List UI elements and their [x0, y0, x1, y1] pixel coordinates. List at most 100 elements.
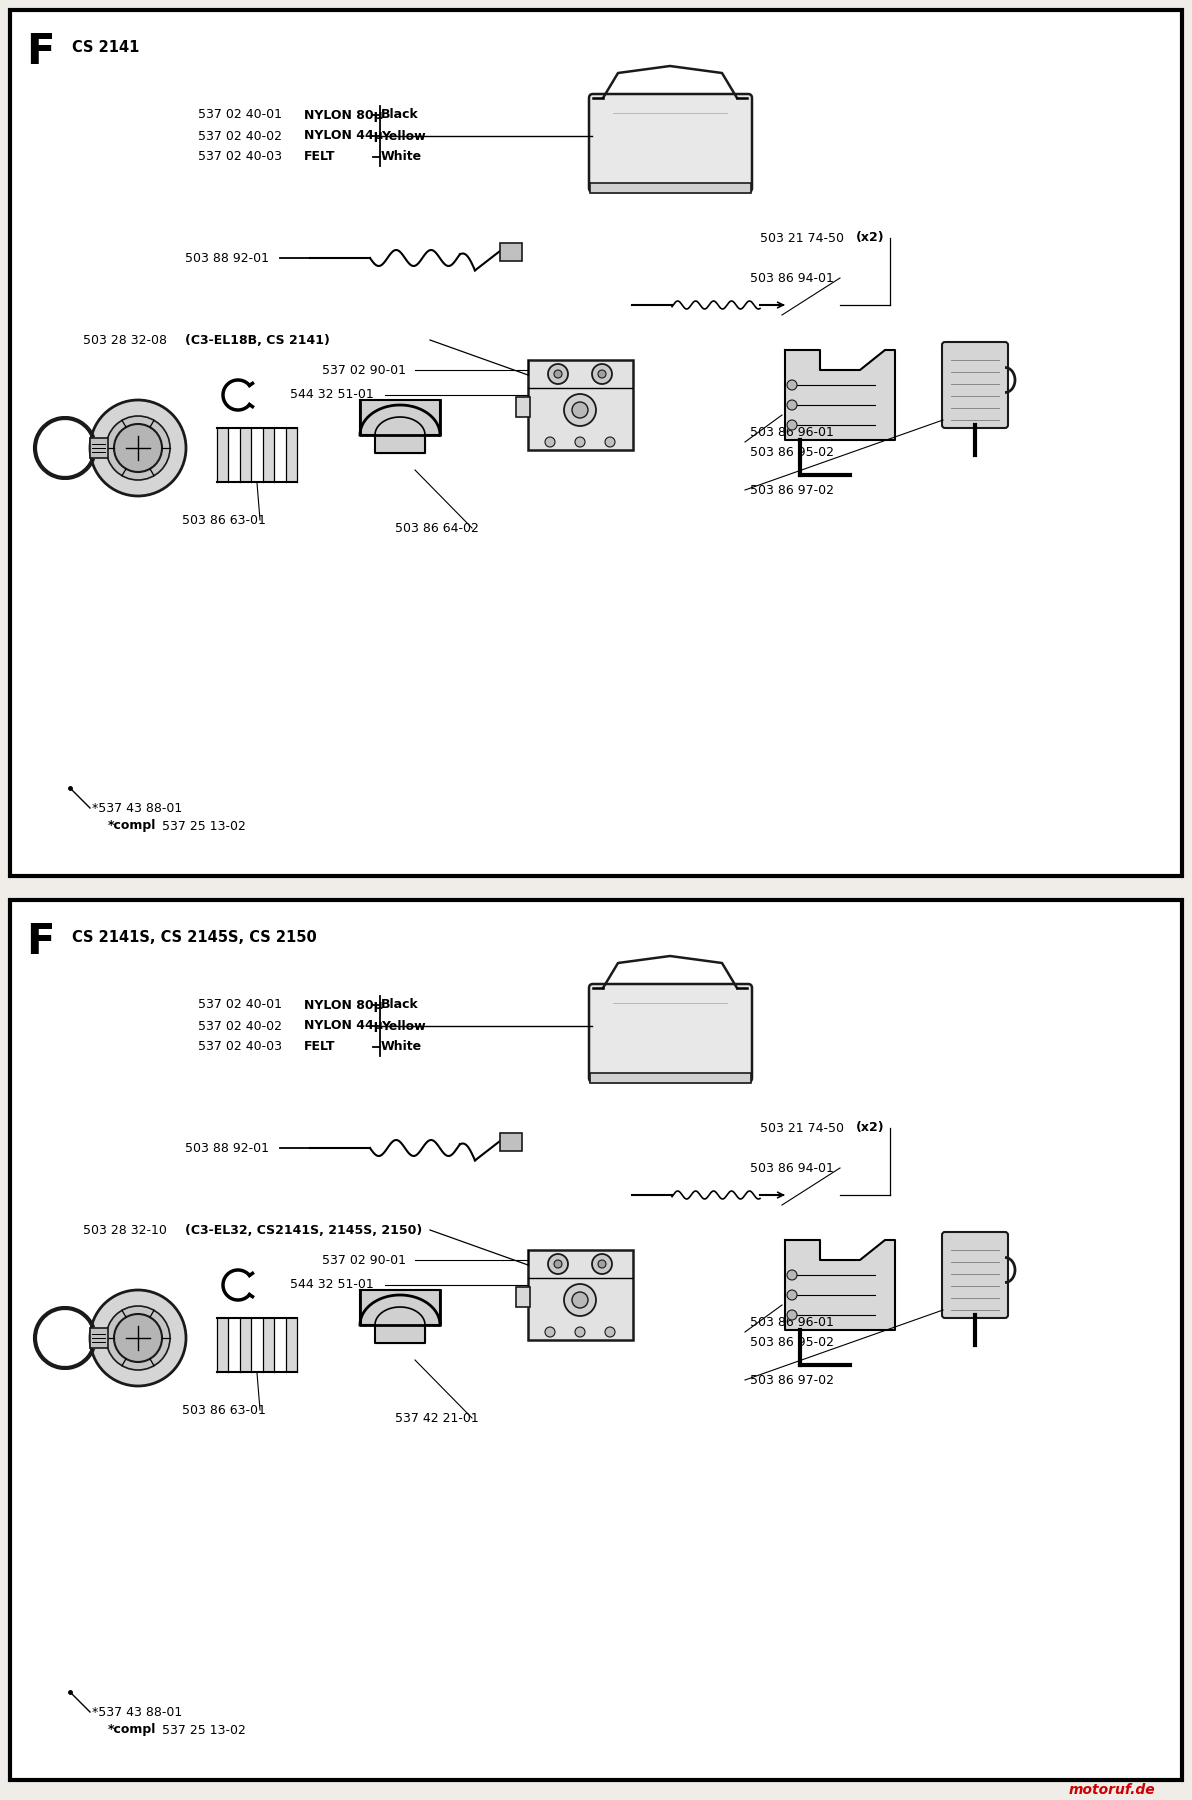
Bar: [590, 184, 751, 193]
Circle shape: [787, 419, 797, 430]
Circle shape: [554, 1260, 561, 1267]
Bar: [217, 1318, 229, 1373]
Bar: [262, 428, 274, 482]
Bar: [91, 437, 108, 457]
Text: *537 43 88-01: *537 43 88-01: [92, 1706, 182, 1719]
Bar: [262, 1318, 274, 1373]
Bar: [10, 900, 1182, 1780]
Circle shape: [548, 364, 569, 383]
Bar: [516, 1287, 530, 1307]
Bar: [10, 11, 1182, 877]
Circle shape: [787, 1271, 797, 1280]
Polygon shape: [360, 400, 440, 454]
Text: NYLON 44μ: NYLON 44μ: [304, 1019, 383, 1033]
Text: Yellow: Yellow: [381, 130, 426, 142]
Circle shape: [554, 371, 561, 378]
Circle shape: [545, 437, 555, 446]
FancyBboxPatch shape: [589, 985, 752, 1082]
Circle shape: [606, 437, 615, 446]
Circle shape: [592, 364, 611, 383]
Text: FELT: FELT: [304, 151, 335, 164]
Circle shape: [787, 1291, 797, 1300]
Text: 537 25 13-02: 537 25 13-02: [159, 819, 246, 832]
Circle shape: [91, 1291, 186, 1386]
Bar: [528, 360, 633, 450]
Text: 537 02 40-03: 537 02 40-03: [198, 1040, 283, 1053]
Text: Black: Black: [381, 108, 418, 122]
Circle shape: [106, 1307, 170, 1370]
Circle shape: [606, 1327, 615, 1337]
Polygon shape: [786, 1240, 895, 1330]
Text: CS 2141: CS 2141: [72, 40, 139, 56]
Circle shape: [114, 425, 162, 472]
Bar: [240, 428, 252, 482]
Text: motoruf.de: motoruf.de: [1068, 1784, 1155, 1796]
Bar: [240, 1318, 252, 1373]
Text: *compl: *compl: [108, 1724, 156, 1737]
Text: 537 42 21-01: 537 42 21-01: [395, 1411, 479, 1424]
Text: CS 2141S, CS 2145S, CS 2150: CS 2141S, CS 2145S, CS 2150: [72, 931, 317, 945]
Circle shape: [592, 1255, 611, 1274]
Text: 537 25 13-02: 537 25 13-02: [159, 1724, 246, 1737]
Bar: [286, 1318, 297, 1373]
Text: *compl: *compl: [108, 819, 156, 832]
Circle shape: [787, 380, 797, 391]
Circle shape: [787, 1310, 797, 1319]
Circle shape: [575, 1327, 585, 1337]
Text: NYLON 80μ: NYLON 80μ: [304, 108, 383, 122]
Text: (x2): (x2): [856, 232, 884, 245]
Circle shape: [564, 1283, 596, 1316]
Text: 503 86 64-02: 503 86 64-02: [395, 522, 479, 535]
FancyBboxPatch shape: [942, 342, 1008, 428]
Circle shape: [787, 400, 797, 410]
FancyBboxPatch shape: [942, 1231, 1008, 1318]
Bar: [499, 1132, 522, 1150]
Text: 503 86 97-02: 503 86 97-02: [750, 1373, 834, 1386]
Text: 503 21 74-50: 503 21 74-50: [760, 232, 844, 245]
Circle shape: [572, 1292, 588, 1309]
Circle shape: [91, 400, 186, 497]
Bar: [286, 428, 297, 482]
Text: FELT: FELT: [304, 1040, 335, 1053]
Text: (C3-EL32, CS2141S, 2145S, 2150): (C3-EL32, CS2141S, 2145S, 2150): [185, 1224, 422, 1237]
Polygon shape: [786, 349, 895, 439]
Text: (x2): (x2): [856, 1121, 884, 1134]
Bar: [590, 1073, 751, 1084]
Bar: [499, 243, 522, 261]
Text: 537 02 40-02: 537 02 40-02: [198, 130, 283, 142]
Text: 503 86 94-01: 503 86 94-01: [750, 272, 834, 284]
Circle shape: [106, 416, 170, 481]
Text: 537 02 40-01: 537 02 40-01: [198, 108, 283, 122]
Bar: [528, 1249, 633, 1339]
Text: 537 02 40-01: 537 02 40-01: [198, 999, 283, 1012]
Text: 503 88 92-01: 503 88 92-01: [185, 252, 269, 265]
Text: 537 02 40-02: 537 02 40-02: [198, 1019, 283, 1033]
Polygon shape: [360, 1291, 440, 1343]
Text: 503 28 32-10: 503 28 32-10: [83, 1224, 167, 1237]
Text: 503 86 63-01: 503 86 63-01: [182, 1404, 266, 1417]
Bar: [516, 398, 530, 418]
Text: 503 21 74-50: 503 21 74-50: [760, 1121, 844, 1134]
Text: 544 32 51-01: 544 32 51-01: [290, 389, 374, 401]
Text: 503 88 92-01: 503 88 92-01: [185, 1141, 269, 1154]
Bar: [91, 1328, 108, 1348]
Circle shape: [545, 1327, 555, 1337]
Text: *537 43 88-01: *537 43 88-01: [92, 801, 182, 814]
Text: Black: Black: [381, 999, 418, 1012]
Text: NYLON 44μ: NYLON 44μ: [304, 130, 383, 142]
Circle shape: [598, 1260, 606, 1267]
Text: White: White: [381, 151, 422, 164]
Text: Yellow: Yellow: [381, 1019, 426, 1033]
Text: (C3-EL18B, CS 2141): (C3-EL18B, CS 2141): [185, 333, 330, 346]
Text: 537 02 40-03: 537 02 40-03: [198, 151, 283, 164]
Text: White: White: [381, 1040, 422, 1053]
Text: 503 86 96-01: 503 86 96-01: [750, 1316, 834, 1328]
Text: 503 86 97-02: 503 86 97-02: [750, 484, 834, 497]
Text: 503 86 95-02: 503 86 95-02: [750, 446, 834, 459]
Text: 503 86 94-01: 503 86 94-01: [750, 1161, 834, 1175]
Text: 503 28 32-08: 503 28 32-08: [83, 333, 167, 346]
Text: 544 32 51-01: 544 32 51-01: [290, 1278, 374, 1292]
Text: 537 02 90-01: 537 02 90-01: [322, 364, 406, 376]
Text: 503 86 96-01: 503 86 96-01: [750, 425, 834, 439]
Text: 537 02 90-01: 537 02 90-01: [322, 1253, 406, 1267]
